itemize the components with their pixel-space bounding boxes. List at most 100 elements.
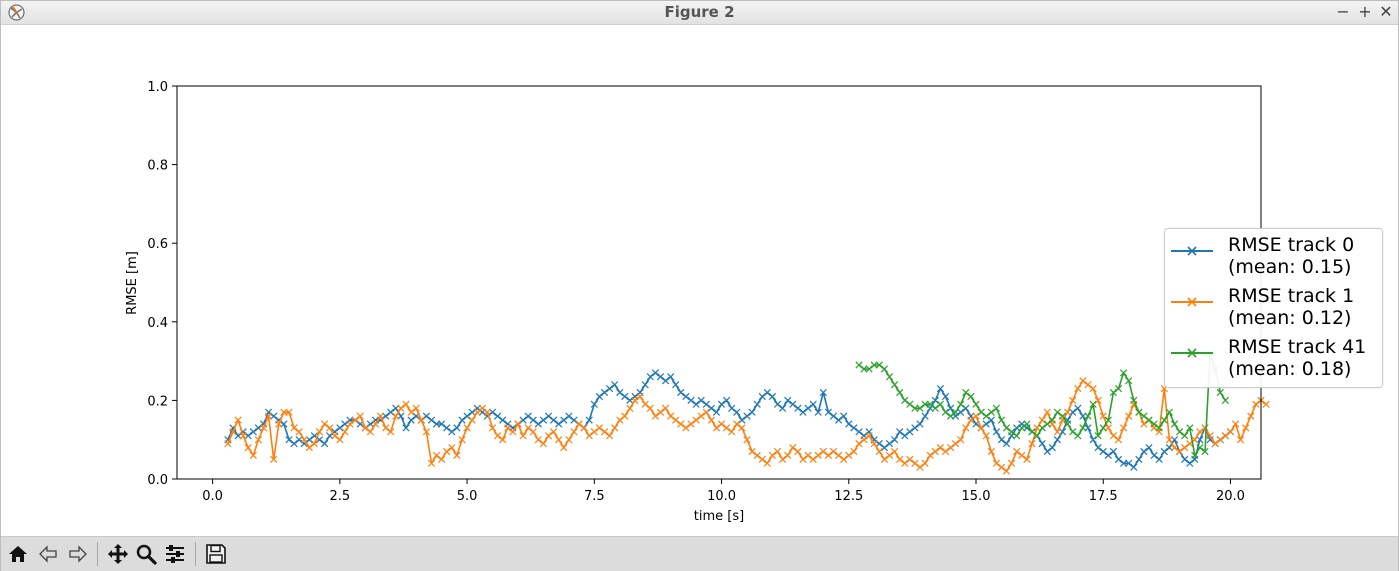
data-point-marker xyxy=(595,424,604,432)
data-point-marker xyxy=(239,432,247,440)
data-point-marker xyxy=(432,451,441,460)
data-point-marker xyxy=(493,432,502,440)
data-point-marker xyxy=(1170,443,1179,452)
data-point-marker xyxy=(1002,439,1011,448)
data-point-marker xyxy=(646,373,654,381)
data-point-marker xyxy=(1155,424,1163,432)
data-point-marker xyxy=(1074,384,1082,393)
data-point-marker xyxy=(1221,432,1230,440)
data-point-marker xyxy=(402,400,410,408)
data-point-marker xyxy=(1216,436,1224,444)
data-point-marker xyxy=(784,396,792,405)
data-point-marker xyxy=(270,455,278,464)
data-point-marker xyxy=(341,428,349,436)
data-point-marker xyxy=(845,420,853,428)
data-point-marker xyxy=(1145,443,1153,452)
x-tick-label: 10.0 xyxy=(707,489,736,504)
home-button[interactable] xyxy=(6,542,30,566)
forward-button[interactable] xyxy=(66,542,90,566)
data-point-marker xyxy=(982,412,990,420)
data-point-marker xyxy=(473,408,481,416)
data-point-marker xyxy=(850,447,858,456)
series-track-1 xyxy=(224,377,1270,475)
data-point-marker xyxy=(901,396,909,405)
data-point-marker xyxy=(1150,420,1158,428)
data-point-marker xyxy=(743,436,751,444)
data-point-marker xyxy=(738,424,746,432)
data-point-marker xyxy=(799,455,807,464)
data-point-marker xyxy=(1033,432,1041,440)
data-point-marker xyxy=(529,416,537,424)
save-button[interactable] xyxy=(204,542,228,566)
data-point-marker xyxy=(534,420,542,428)
data-point-marker xyxy=(890,447,899,456)
data-point-marker xyxy=(402,424,410,432)
data-point-marker xyxy=(1262,400,1270,408)
data-point-marker xyxy=(997,416,1006,424)
data-point-marker xyxy=(941,447,950,456)
legend-swatch-track-1 xyxy=(1171,297,1213,307)
data-point-marker xyxy=(931,404,939,412)
data-point-marker xyxy=(1130,463,1138,471)
data-point-marker xyxy=(463,412,471,420)
data-point-marker xyxy=(850,424,858,432)
data-point-marker xyxy=(387,408,395,416)
data-point-marker xyxy=(677,420,685,428)
data-point-marker xyxy=(656,373,665,381)
data-point-marker xyxy=(376,412,385,420)
maximize-button[interactable]: + xyxy=(1358,2,1372,21)
data-point-marker xyxy=(1135,455,1143,464)
title-bar[interactable]: Figure 2 − + ✕ xyxy=(1,1,1398,25)
move-icon xyxy=(108,544,128,564)
data-point-marker xyxy=(264,412,273,420)
data-point-marker xyxy=(804,451,812,460)
data-point-marker xyxy=(875,447,883,456)
data-point-marker xyxy=(366,428,375,436)
figure-canvas[interactable]: 0.0 2.5 5.0 7.5 10.0 12.5 15.0 17.5 20.0 0.0 0.2 0… xyxy=(1,25,1398,535)
data-point-marker xyxy=(1175,447,1184,456)
data-point-marker xyxy=(387,428,395,436)
data-point-marker xyxy=(1074,432,1082,440)
pan-button[interactable] xyxy=(106,542,130,566)
data-point-marker xyxy=(356,412,364,420)
data-point-marker xyxy=(483,408,492,416)
data-point-marker xyxy=(1155,455,1163,464)
data-point-marker xyxy=(254,436,263,444)
data-point-marker xyxy=(768,392,777,401)
data-point-marker xyxy=(1201,447,1209,456)
configure-subplots-button[interactable] xyxy=(163,542,187,566)
data-point-marker xyxy=(651,412,660,420)
data-point-marker xyxy=(855,439,863,448)
legend-label-track-41: RMSE track 41 (mean: 0.18) xyxy=(1228,336,1366,380)
data-point-marker xyxy=(539,439,548,448)
data-point-marker xyxy=(951,408,960,416)
back-button[interactable] xyxy=(36,542,60,566)
data-point-marker xyxy=(1084,412,1092,420)
close-button[interactable]: ✕ xyxy=(1379,2,1393,21)
data-point-marker xyxy=(1099,412,1107,420)
data-point-marker xyxy=(1186,424,1194,432)
data-point-marker xyxy=(463,424,471,432)
data-point-marker xyxy=(890,436,899,444)
data-point-marker xyxy=(580,424,588,432)
minimize-button[interactable]: − xyxy=(1336,2,1350,21)
data-point-marker xyxy=(773,447,782,456)
data-point-marker xyxy=(1043,420,1051,428)
data-point-marker xyxy=(896,428,904,436)
data-point-marker xyxy=(921,459,929,467)
data-point-marker xyxy=(728,428,736,436)
data-point-marker xyxy=(789,400,797,408)
data-point-marker xyxy=(1196,428,1204,436)
data-point-marker xyxy=(1063,420,1072,428)
data-point-marker xyxy=(829,412,838,420)
data-point-marker xyxy=(977,408,985,416)
data-point-marker xyxy=(1079,424,1087,432)
data-point-marker xyxy=(1007,459,1016,467)
zoom-button[interactable] xyxy=(134,542,158,566)
data-point-marker xyxy=(1252,400,1260,408)
data-point-marker xyxy=(636,392,644,401)
data-point-marker xyxy=(320,439,329,448)
data-point-marker xyxy=(682,392,690,401)
data-point-marker xyxy=(992,428,1001,436)
data-point-marker xyxy=(1074,404,1082,412)
